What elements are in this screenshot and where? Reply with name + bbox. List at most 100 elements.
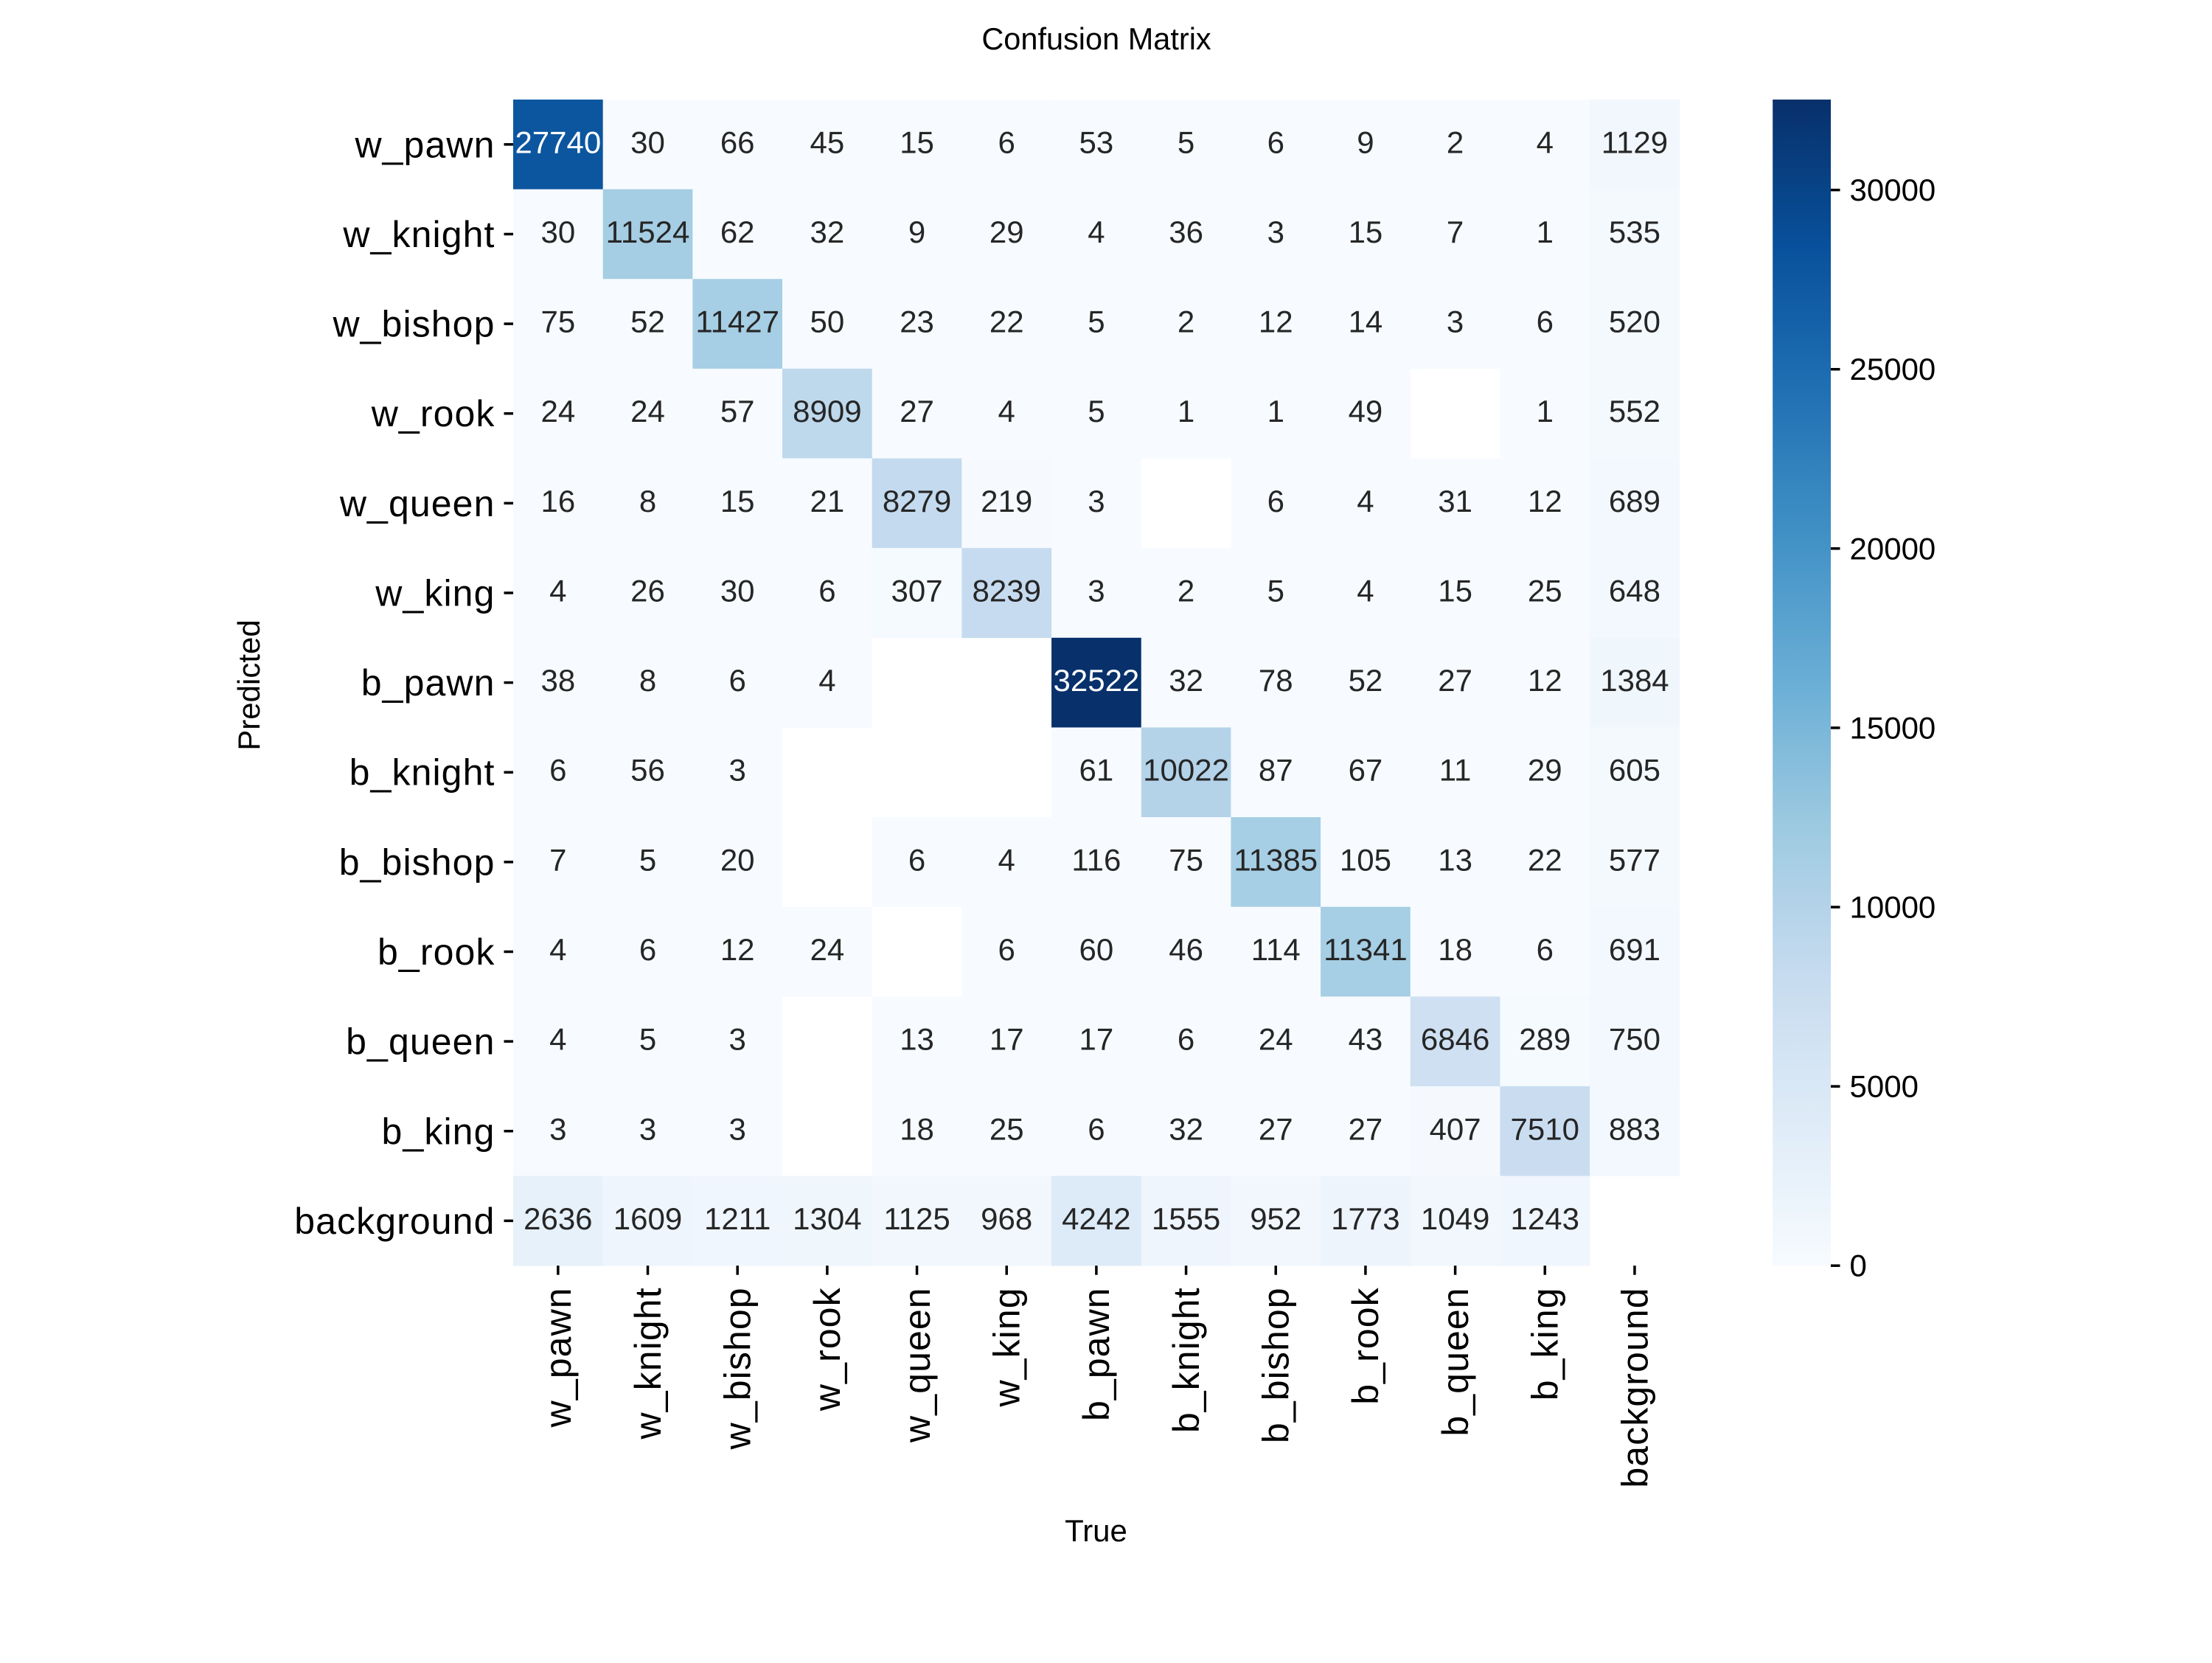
svg-text:27: 27	[1438, 663, 1472, 698]
svg-text:3: 3	[729, 1111, 746, 1146]
svg-text:289: 289	[1519, 1022, 1571, 1057]
svg-text:12: 12	[1528, 663, 1562, 698]
svg-text:62: 62	[720, 215, 755, 249]
svg-text:3: 3	[729, 753, 746, 788]
svg-text:w_bishop: w_bishop	[332, 304, 495, 345]
svg-text:6: 6	[1537, 305, 1554, 339]
svg-text:1555: 1555	[1152, 1201, 1220, 1236]
svg-text:0: 0	[1850, 1249, 1867, 1283]
svg-text:15: 15	[1349, 215, 1383, 249]
svg-text:w_king: w_king	[375, 572, 495, 614]
svg-text:4: 4	[998, 394, 1015, 428]
svg-text:b_king: b_king	[382, 1111, 495, 1152]
svg-text:14: 14	[1349, 305, 1383, 339]
svg-text:11427: 11427	[695, 305, 779, 339]
svg-text:17: 17	[990, 1022, 1024, 1057]
svg-text:w_queen: w_queen	[897, 1287, 938, 1443]
svg-text:b_pawn: b_pawn	[1076, 1287, 1117, 1421]
svg-text:9: 9	[1357, 125, 1374, 159]
svg-text:32: 32	[810, 215, 845, 249]
svg-text:32522: 32522	[1054, 663, 1140, 698]
svg-text:605: 605	[1609, 753, 1660, 788]
svg-text:w_rook: w_rook	[807, 1287, 848, 1412]
svg-text:17: 17	[1079, 1022, 1114, 1057]
svg-text:5: 5	[1267, 573, 1284, 608]
svg-text:30: 30	[720, 573, 755, 608]
svg-text:1304: 1304	[793, 1201, 861, 1236]
svg-text:535: 535	[1609, 215, 1660, 249]
svg-text:6: 6	[998, 125, 1015, 159]
svg-text:520: 520	[1609, 305, 1660, 339]
svg-text:26: 26	[630, 573, 665, 608]
svg-text:3: 3	[729, 1022, 746, 1057]
svg-text:27: 27	[1259, 1111, 1293, 1146]
svg-text:6: 6	[1267, 125, 1284, 159]
svg-text:22: 22	[990, 305, 1024, 339]
svg-text:8239: 8239	[973, 573, 1041, 608]
svg-text:4: 4	[998, 842, 1015, 877]
svg-text:10000: 10000	[1850, 890, 1936, 925]
svg-text:12: 12	[720, 932, 755, 967]
svg-text:56: 56	[630, 753, 665, 788]
svg-text:3: 3	[639, 1111, 656, 1146]
svg-text:12: 12	[1528, 484, 1562, 518]
svg-text:7: 7	[1447, 215, 1464, 249]
svg-text:60: 60	[1079, 932, 1114, 967]
svg-text:4: 4	[549, 573, 566, 608]
svg-text:32: 32	[1169, 1111, 1203, 1146]
svg-text:52: 52	[1349, 663, 1383, 698]
svg-text:7510: 7510	[1511, 1111, 1579, 1146]
svg-text:3: 3	[549, 1111, 566, 1146]
svg-text:38: 38	[540, 663, 575, 698]
svg-text:background: background	[1614, 1287, 1655, 1487]
svg-text:1384: 1384	[1600, 663, 1669, 698]
svg-text:4: 4	[1088, 215, 1105, 249]
svg-text:4: 4	[1357, 484, 1374, 518]
svg-text:883: 883	[1609, 1111, 1660, 1146]
svg-text:2: 2	[1447, 125, 1464, 159]
svg-text:8279: 8279	[883, 484, 951, 518]
svg-text:b_rook: b_rook	[378, 931, 495, 973]
svg-text:5: 5	[639, 842, 656, 877]
svg-text:219: 219	[981, 484, 1032, 518]
svg-text:689: 689	[1609, 484, 1660, 518]
svg-text:5: 5	[1088, 305, 1105, 339]
svg-text:6: 6	[639, 932, 656, 967]
svg-text:4: 4	[1537, 125, 1554, 159]
svg-text:13: 13	[900, 1022, 934, 1057]
svg-text:4: 4	[818, 663, 835, 698]
svg-text:4: 4	[549, 932, 566, 967]
svg-text:8: 8	[639, 663, 656, 698]
svg-text:20: 20	[720, 842, 755, 877]
svg-text:105: 105	[1340, 842, 1391, 877]
svg-text:11385: 11385	[1234, 842, 1318, 877]
svg-text:24: 24	[1259, 1022, 1293, 1057]
svg-text:407: 407	[1430, 1111, 1481, 1146]
svg-text:2: 2	[1178, 573, 1194, 608]
svg-text:6: 6	[998, 932, 1015, 967]
svg-text:3: 3	[1447, 305, 1464, 339]
svg-text:49: 49	[1349, 394, 1383, 428]
svg-text:57: 57	[720, 394, 755, 428]
svg-text:46: 46	[1169, 932, 1203, 967]
svg-text:1129: 1129	[1601, 125, 1668, 159]
svg-text:2: 2	[1178, 305, 1194, 339]
svg-text:4242: 4242	[1062, 1201, 1130, 1236]
svg-text:5: 5	[639, 1022, 656, 1057]
svg-text:10022: 10022	[1143, 753, 1229, 788]
svg-text:25: 25	[1528, 573, 1562, 608]
svg-text:29: 29	[1528, 753, 1562, 788]
svg-text:61: 61	[1079, 753, 1114, 788]
svg-text:5: 5	[1178, 125, 1194, 159]
svg-text:30: 30	[630, 125, 665, 159]
svg-text:6: 6	[818, 573, 835, 608]
svg-text:27: 27	[900, 394, 934, 428]
svg-text:31: 31	[1438, 484, 1472, 518]
svg-text:w_rook: w_rook	[371, 393, 495, 434]
svg-text:18: 18	[900, 1111, 934, 1146]
svg-text:4: 4	[1357, 573, 1374, 608]
svg-text:2636: 2636	[524, 1201, 592, 1236]
svg-text:552: 552	[1609, 394, 1660, 428]
svg-text:6: 6	[1178, 1022, 1194, 1057]
svg-text:968: 968	[981, 1201, 1032, 1236]
